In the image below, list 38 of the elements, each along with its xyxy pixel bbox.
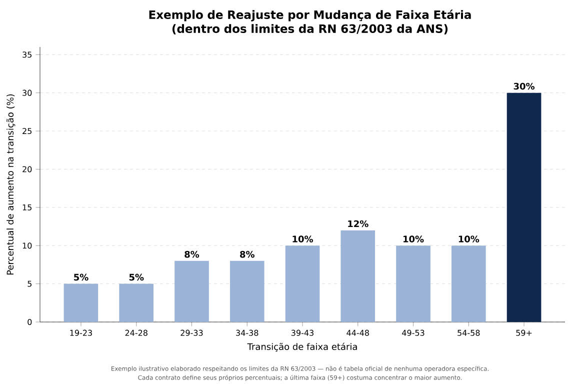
data-label: 8% [184,250,200,258]
y-axis-title: Percentual de aumento na transição (%) [6,94,16,275]
data-label: 10% [458,236,480,242]
x-tick-label: 54-58 [458,330,480,336]
x-tick-label: 19-23 [70,330,92,336]
x-tick-label: 59+ [516,330,532,336]
y-tick-label: 15 [22,204,32,210]
data-label: 8% [240,250,254,258]
y-tick-label: 20 [22,166,32,172]
data-label: 5% [129,274,144,281]
x-tick-label: 39-43 [291,330,314,336]
x-tick-label: 34-38 [236,330,258,336]
y-tick-label: 10 [22,242,32,249]
data-label: 12% [348,220,368,228]
x-tick-label: 44-48 [346,330,369,336]
bar [506,92,542,322]
bar [119,284,154,322]
bar [285,246,320,322]
y-tick-label: 25 [22,128,32,134]
x-tick-label: 29-33 [180,330,203,336]
chart-title: Exemplo de Reajuste por Mudança de Faixa Etária (dentro dos limites da RN 63/2003 da ANS) [149,10,471,34]
data-label: 30% [514,82,535,90]
data-label: 10% [292,236,313,242]
x-tick-label: 24-28 [125,330,148,336]
x-axis-title: Transição de faixa etária [247,342,357,352]
data-label: 5% [74,274,88,281]
bar [174,260,209,322]
y-tick-label: 35 [22,52,32,58]
x-tick-label: 49-53 [402,330,424,336]
bar [340,230,376,322]
bar [64,284,98,322]
y-tick-label: 30 [22,90,32,96]
bar [230,260,264,322]
bar [396,246,430,322]
y-tick-label: 0 [28,318,32,326]
data-label: 10% [404,236,424,242]
bar [451,246,486,322]
y-tick-label: 5 [28,280,32,287]
